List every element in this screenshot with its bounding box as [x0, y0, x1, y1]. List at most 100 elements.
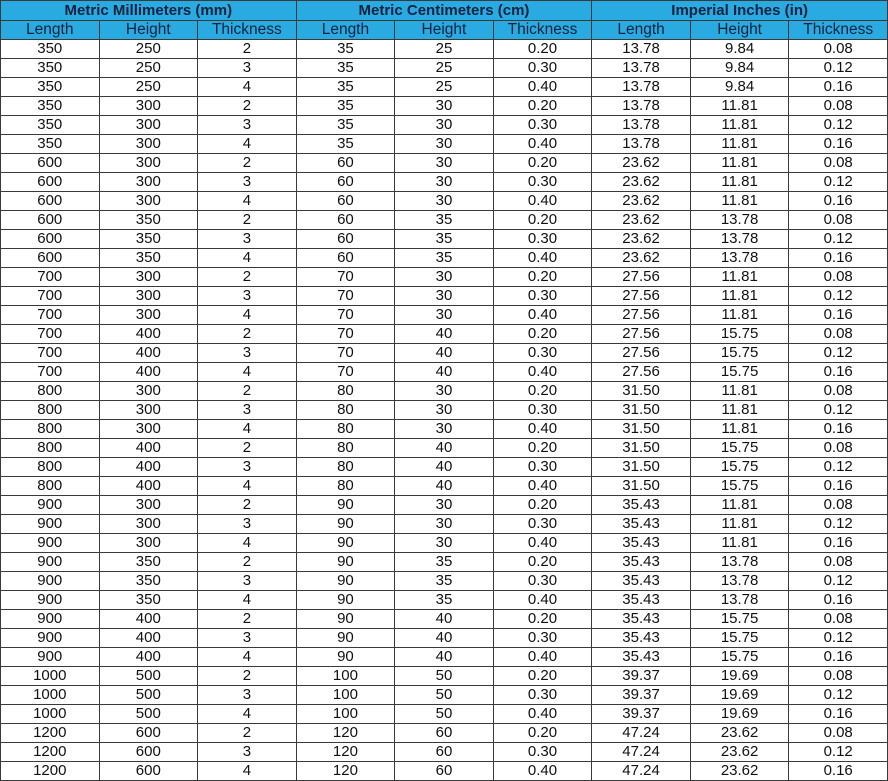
table-cell: 300 — [98, 514, 199, 534]
table-cell: 30 — [394, 153, 494, 173]
table-cell: 0.16 — [788, 362, 888, 382]
table-row: 600 350 3 60 35 0.30 23.62 13.78 0.12 — [0, 229, 888, 249]
table-cell: 35.43 — [591, 647, 691, 667]
table-cell: 0.08 — [788, 39, 888, 59]
table-cell: 70 — [295, 362, 396, 382]
table-cell: 0.08 — [788, 210, 888, 230]
table-cell: 27.56 — [591, 286, 691, 306]
table-cell: 0.12 — [788, 229, 888, 249]
group-header-in: Imperial Inches (in) — [591, 0, 888, 21]
column-header-thickness: Thickness — [788, 20, 888, 40]
table-cell: 25 — [394, 77, 494, 97]
table-cell: 13.78 — [591, 134, 691, 154]
table-cell: 15.75 — [689, 362, 790, 382]
column-header-length: Length — [591, 20, 691, 40]
table-row: 1200 600 3 120 60 0.30 47.24 23.62 0.12 — [0, 742, 888, 762]
table-cell: 300 — [98, 419, 199, 439]
table-row: 600 300 2 60 30 0.20 23.62 11.81 0.08 — [0, 153, 888, 173]
table-cell: 30 — [394, 115, 494, 135]
table-cell: 39.37 — [591, 666, 691, 686]
table-cell: 4 — [197, 704, 297, 724]
table-cell: 0.08 — [788, 153, 888, 173]
table-cell: 13.78 — [689, 248, 790, 268]
table-cell: 90 — [295, 628, 396, 648]
table-cell: 13.78 — [591, 58, 691, 78]
table-cell: 31.50 — [591, 438, 691, 458]
table-cell: 0.12 — [788, 286, 888, 306]
table-cell: 700 — [0, 362, 100, 382]
table-cell: 35 — [394, 229, 494, 249]
table-cell: 900 — [0, 552, 100, 572]
table-cell: 30 — [394, 96, 494, 116]
table-cell: 350 — [98, 571, 199, 591]
table-cell: 900 — [0, 514, 100, 534]
table-cell: 400 — [98, 628, 199, 648]
table-cell: 15.75 — [689, 457, 790, 477]
table-row: 700 300 3 70 30 0.30 27.56 11.81 0.12 — [0, 286, 888, 306]
table-row: 350 300 4 35 30 0.40 13.78 11.81 0.16 — [0, 134, 888, 154]
table-cell: 23.62 — [591, 153, 691, 173]
table-cell: 4 — [197, 419, 297, 439]
table-cell: 40 — [394, 362, 494, 382]
table-cell: 800 — [0, 457, 100, 477]
table-cell: 13.78 — [689, 229, 790, 249]
table-cell: 350 — [98, 248, 199, 268]
table-cell: 30 — [394, 400, 494, 420]
table-cell: 0.20 — [492, 39, 593, 59]
table-row: 350 300 2 35 30 0.20 13.78 11.81 0.08 — [0, 96, 888, 116]
table-cell: 35 — [394, 590, 494, 610]
table-cell: 900 — [0, 495, 100, 515]
table-cell: 0.12 — [788, 115, 888, 135]
table-row: 800 300 4 80 30 0.40 31.50 11.81 0.16 — [0, 419, 888, 439]
group-header-cm: Metric Centimeters (cm) — [295, 0, 593, 21]
table-row: 700 300 2 70 30 0.20 27.56 11.81 0.08 — [0, 267, 888, 287]
table-cell: 15.75 — [689, 609, 790, 629]
table-cell: 15.75 — [689, 628, 790, 648]
table-cell: 35 — [394, 571, 494, 591]
table-cell: 11.81 — [689, 191, 790, 211]
table-cell: 0.20 — [492, 381, 593, 401]
table-cell: 23.62 — [689, 723, 790, 743]
table-cell: 300 — [98, 305, 199, 325]
table-cell: 35 — [295, 39, 396, 59]
table-cell: 30 — [394, 286, 494, 306]
table-cell: 300 — [98, 267, 199, 287]
table-cell: 400 — [98, 609, 199, 629]
table-cell: 4 — [197, 761, 297, 781]
table-cell: 400 — [98, 476, 199, 496]
table-cell: 2 — [197, 552, 297, 572]
table-cell: 350 — [98, 552, 199, 572]
table-cell: 15.75 — [689, 647, 790, 667]
table-cell: 30 — [394, 533, 494, 553]
table-cell: 25 — [394, 58, 494, 78]
table-cell: 0.40 — [492, 761, 593, 781]
table-cell: 30 — [394, 495, 494, 515]
column-header-thickness: Thickness — [492, 20, 593, 40]
table-cell: 1000 — [0, 685, 100, 705]
table-row: 700 400 3 70 40 0.30 27.56 15.75 0.12 — [0, 343, 888, 363]
table-cell: 400 — [98, 457, 199, 477]
table-cell: 11.81 — [689, 115, 790, 135]
table-cell: 0.16 — [788, 305, 888, 325]
table-cell: 0.40 — [492, 533, 593, 553]
table-cell: 0.40 — [492, 704, 593, 724]
table-cell: 250 — [98, 77, 199, 97]
table-cell: 2 — [197, 210, 297, 230]
table-cell: 30 — [394, 172, 494, 192]
table-cell: 0.20 — [492, 96, 593, 116]
table-cell: 13.78 — [689, 210, 790, 230]
table-cell: 900 — [0, 628, 100, 648]
table-cell: 9.84 — [689, 39, 790, 59]
table-cell: 0.20 — [492, 324, 593, 344]
table-cell: 60 — [295, 210, 396, 230]
table-cell: 27.56 — [591, 267, 691, 287]
table-cell: 0.08 — [788, 495, 888, 515]
table-cell: 0.08 — [788, 267, 888, 287]
table-cell: 90 — [295, 647, 396, 667]
table-cell: 35.43 — [591, 495, 691, 515]
table-cell: 300 — [98, 191, 199, 211]
table-cell: 40 — [394, 324, 494, 344]
table-cell: 0.30 — [492, 229, 593, 249]
table-cell: 35.43 — [591, 552, 691, 572]
table-cell: 19.69 — [689, 666, 790, 686]
